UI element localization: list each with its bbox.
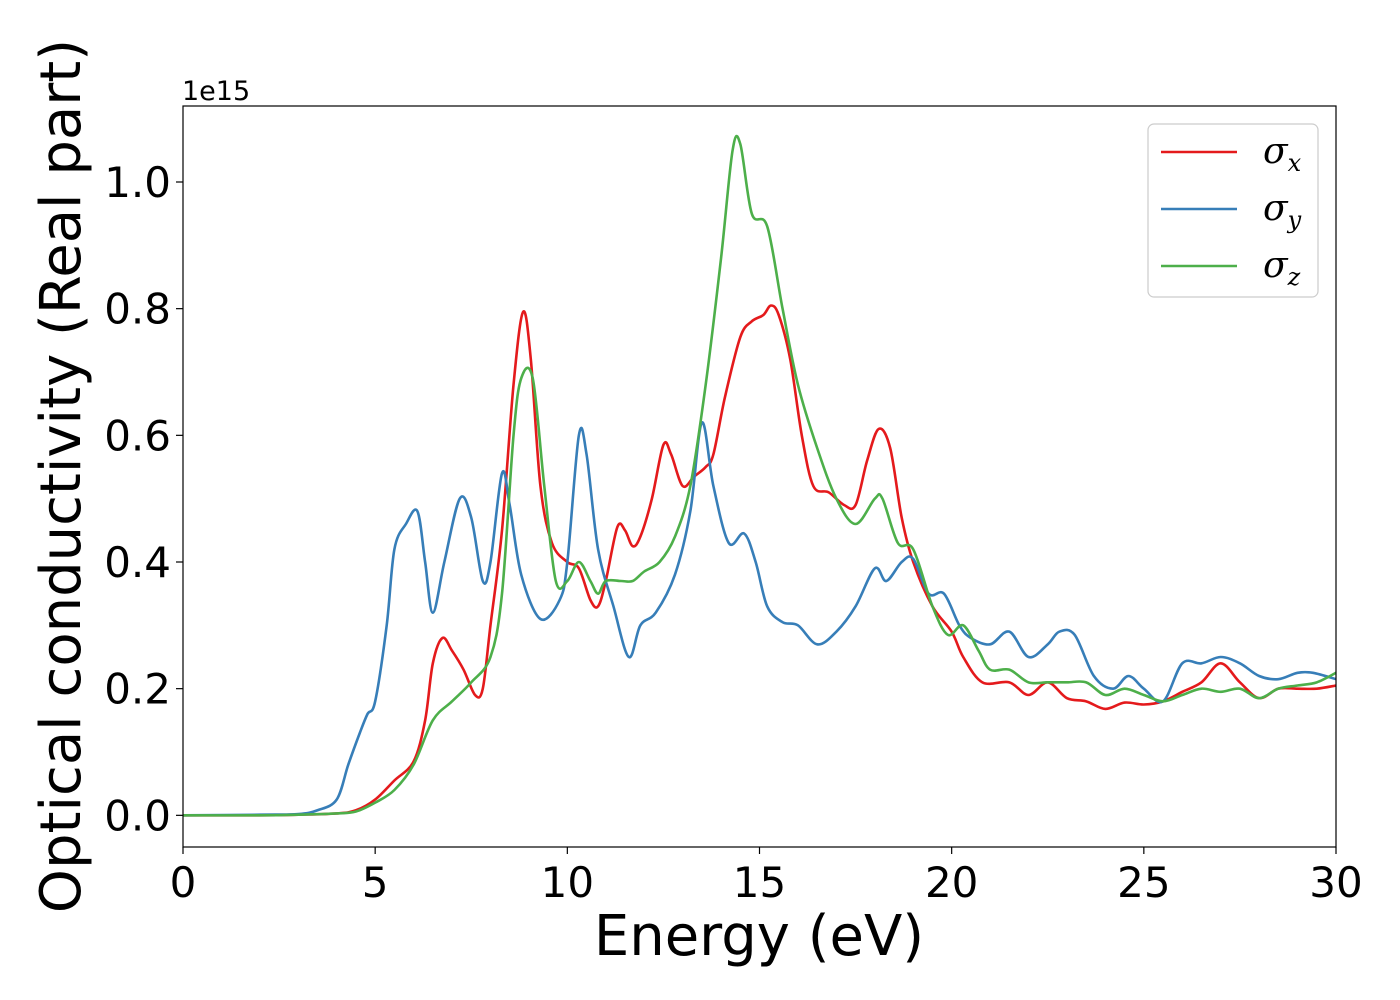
legend-label-x: σx [1263, 131, 1302, 177]
y-tick-label: 1.0 [104, 158, 171, 207]
y-tick-label: 0.0 [104, 791, 171, 840]
x-tick-label: 25 [1117, 858, 1170, 907]
legend-box [1147, 123, 1319, 298]
y-tick-label: 0.6 [104, 411, 171, 460]
legend: σx σy σz [1147, 123, 1319, 298]
y-offset-label: 1e15 [182, 76, 250, 107]
series-line-y [183, 421, 1336, 817]
y-tick-label: 0.4 [104, 538, 171, 587]
plot-area [183, 106, 1336, 847]
x-tick-label: 5 [362, 858, 389, 907]
legend-label-y: σy [1263, 188, 1302, 234]
x-tick-label: 10 [541, 858, 594, 907]
x-tick-label: 0 [170, 858, 197, 907]
x-tick-label: 20 [925, 858, 978, 907]
legend-label-z: σz [1263, 245, 1301, 291]
series-line-z [183, 134, 1336, 817]
series-layer [183, 134, 1336, 817]
series-line-x [183, 304, 1336, 817]
y-axis-ticks: 0.0 0.2 0.4 0.6 0.8 1.0 [104, 158, 183, 840]
x-axis-ticks: 0 5 10 15 20 25 30 [170, 847, 1363, 907]
x-axis-label: Energy (eV) [594, 904, 924, 969]
y-tick-label: 0.8 [104, 285, 171, 334]
x-tick-label: 30 [1309, 858, 1362, 907]
y-tick-label: 0.2 [104, 665, 171, 714]
x-tick-label: 15 [733, 858, 786, 907]
y-axis-label: Optical conductivity (Real part) [29, 39, 94, 913]
